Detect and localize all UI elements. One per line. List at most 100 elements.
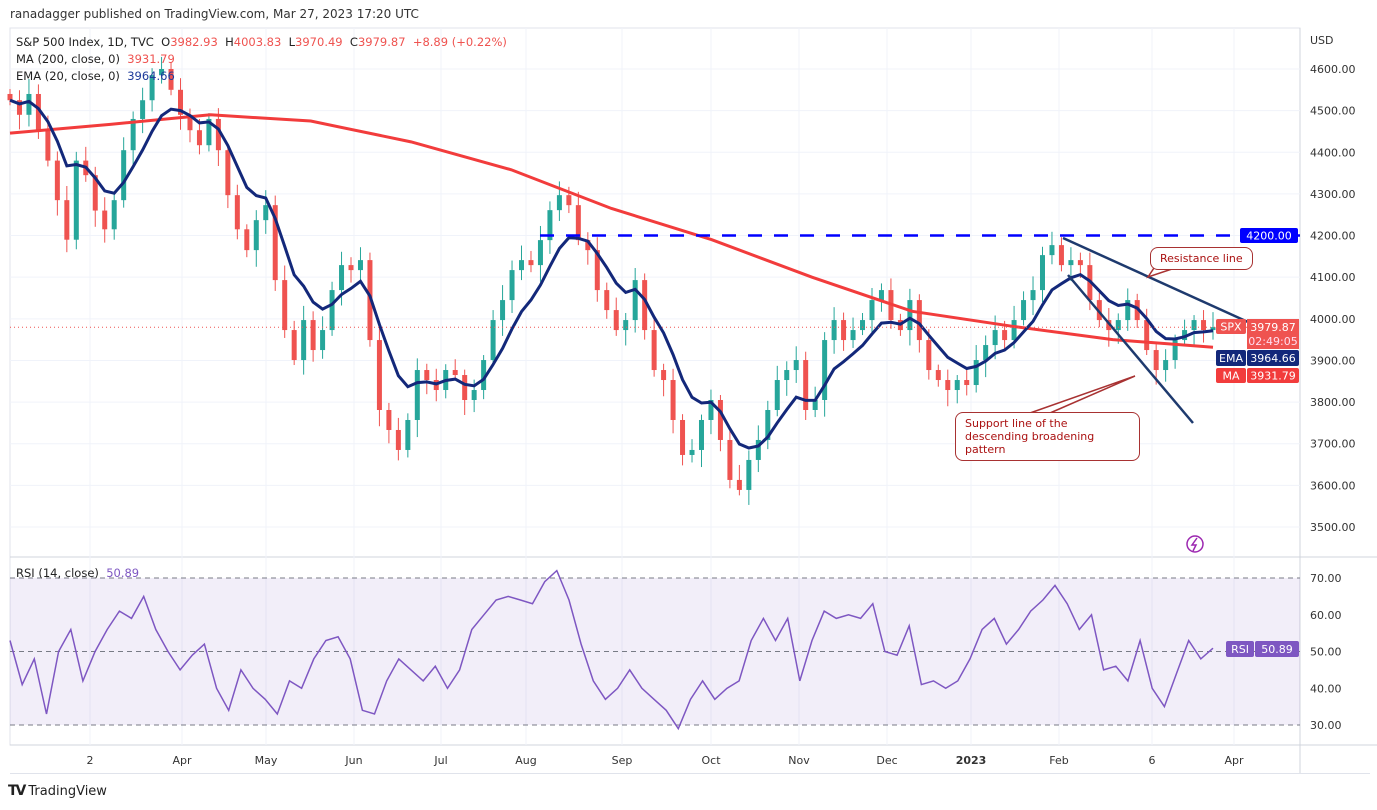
candle-body xyxy=(35,93,41,131)
candle-body xyxy=(159,69,165,76)
ema-legend[interactable]: EMA (20, close, 0) 3964.66 xyxy=(16,69,175,83)
spx-price-badge-bg xyxy=(1247,319,1299,349)
candle-body xyxy=(471,390,477,401)
time-tick-label: Oct xyxy=(701,754,721,767)
price-tick-label: 3900.00 xyxy=(1310,354,1356,367)
candle-body xyxy=(386,409,392,430)
ma-legend[interactable]: MA (200, close, 0) 3931.79 xyxy=(16,52,175,66)
candle-body xyxy=(196,130,202,146)
candle-body xyxy=(822,340,828,401)
time-tick-label: Apr xyxy=(172,754,192,767)
ma-label-badge: MA xyxy=(1222,370,1239,383)
spx-price-badge: 3979.87 xyxy=(1250,321,1296,334)
bottom-border xyxy=(10,773,1370,774)
resistance-trendline xyxy=(1062,236,1249,324)
rsi-price-badge-bg xyxy=(1255,641,1299,657)
candle-body xyxy=(424,370,430,381)
candle-body xyxy=(272,205,278,281)
candle-body xyxy=(755,439,761,460)
lightning-icon xyxy=(1186,535,1204,553)
candle-body xyxy=(935,370,941,381)
time-tick-label: Sep xyxy=(612,754,633,767)
high-value: 4003.83 xyxy=(233,35,282,49)
candle-body xyxy=(547,210,553,241)
candle-body xyxy=(1210,327,1216,331)
candle-body xyxy=(111,200,117,230)
rsi-tick-label: 50.00 xyxy=(1310,646,1342,659)
candle-body xyxy=(187,114,193,131)
candle-body xyxy=(206,118,212,146)
candle-body xyxy=(698,419,704,450)
price-tick-label: 3700.00 xyxy=(1310,438,1356,451)
price-tick-label: 3600.00 xyxy=(1310,479,1356,492)
candle-body xyxy=(92,175,98,211)
resistance-line-callout[interactable]: Resistance line xyxy=(1150,247,1253,270)
spx-label-badge: SPX xyxy=(1220,321,1242,334)
rsi-tick-label: 30.00 xyxy=(1310,719,1342,732)
support-line-callout[interactable]: Support line of the descending broadenin… xyxy=(955,412,1140,461)
ma-label-badge-bg xyxy=(1216,368,1246,383)
candle-body xyxy=(1191,320,1197,331)
rsi-price-badge: 50.89 xyxy=(1261,643,1293,656)
rsi-label-badge-bg xyxy=(1226,641,1254,657)
candle-body xyxy=(1172,340,1178,361)
candle-body xyxy=(793,360,799,371)
rsi-line xyxy=(9,569,1214,731)
candle-body xyxy=(878,290,884,301)
candles xyxy=(7,56,1216,505)
time-tick-label: 6 xyxy=(1149,754,1156,767)
candle-body xyxy=(1153,350,1159,371)
candle-body xyxy=(1049,245,1055,256)
candle-body xyxy=(234,195,240,230)
candle-body xyxy=(376,340,382,410)
candle-body xyxy=(64,200,70,240)
candle-body xyxy=(1182,330,1188,341)
time-tick-label: Aug xyxy=(515,754,536,767)
ema20-line xyxy=(9,98,1214,450)
candle-body xyxy=(727,439,733,480)
candle-body xyxy=(291,330,297,361)
candle-body xyxy=(1068,260,1074,266)
rsi-tick-label: 40.00 xyxy=(1310,682,1342,695)
low-value: 3970.49 xyxy=(295,35,343,49)
candle-body xyxy=(339,265,345,291)
candle-body xyxy=(907,300,913,331)
candle-body xyxy=(803,360,809,410)
rsi-legend[interactable]: RSI (14, close) 50.89 xyxy=(16,566,139,580)
candle-body xyxy=(670,380,676,420)
symbol-name: S&P 500 Index, 1D, TVC xyxy=(16,35,154,49)
candle-body xyxy=(1002,330,1008,341)
currency-label: USD xyxy=(1310,34,1334,47)
candle-body xyxy=(301,320,307,361)
ma-legend-label: MA (200, close, 0) xyxy=(16,52,120,66)
tradingview-logo[interactable]: TV TradingView xyxy=(8,783,107,799)
candle-body xyxy=(604,290,610,311)
candle-body xyxy=(178,89,184,115)
candle-body xyxy=(954,380,960,391)
candle-body xyxy=(1058,245,1064,266)
candle-body xyxy=(973,360,979,386)
candle-body xyxy=(812,400,818,410)
candle-body xyxy=(1011,320,1017,341)
rsi-label-badge: RSI xyxy=(1231,643,1249,656)
candle-body xyxy=(462,375,468,401)
candle-body xyxy=(860,320,866,331)
time-tick-label: Apr xyxy=(1224,754,1244,767)
candle-body xyxy=(613,310,619,331)
candle-body xyxy=(500,300,506,321)
candle-body xyxy=(168,69,174,90)
time-tick-label: Jul xyxy=(433,754,447,767)
level-price-badge-bg xyxy=(1240,228,1298,243)
candle-body xyxy=(1077,260,1083,266)
spx-label-badge-bg xyxy=(1216,319,1246,334)
ema-legend-label: EMA (20, close, 0) xyxy=(16,69,120,83)
candle-body xyxy=(784,370,790,381)
candle-body xyxy=(850,330,856,341)
candle-body xyxy=(253,220,259,251)
candle-body xyxy=(661,370,667,381)
candle-body xyxy=(1144,320,1150,351)
ma-legend-value: 3931.79 xyxy=(127,52,175,66)
candle-body xyxy=(509,270,515,301)
